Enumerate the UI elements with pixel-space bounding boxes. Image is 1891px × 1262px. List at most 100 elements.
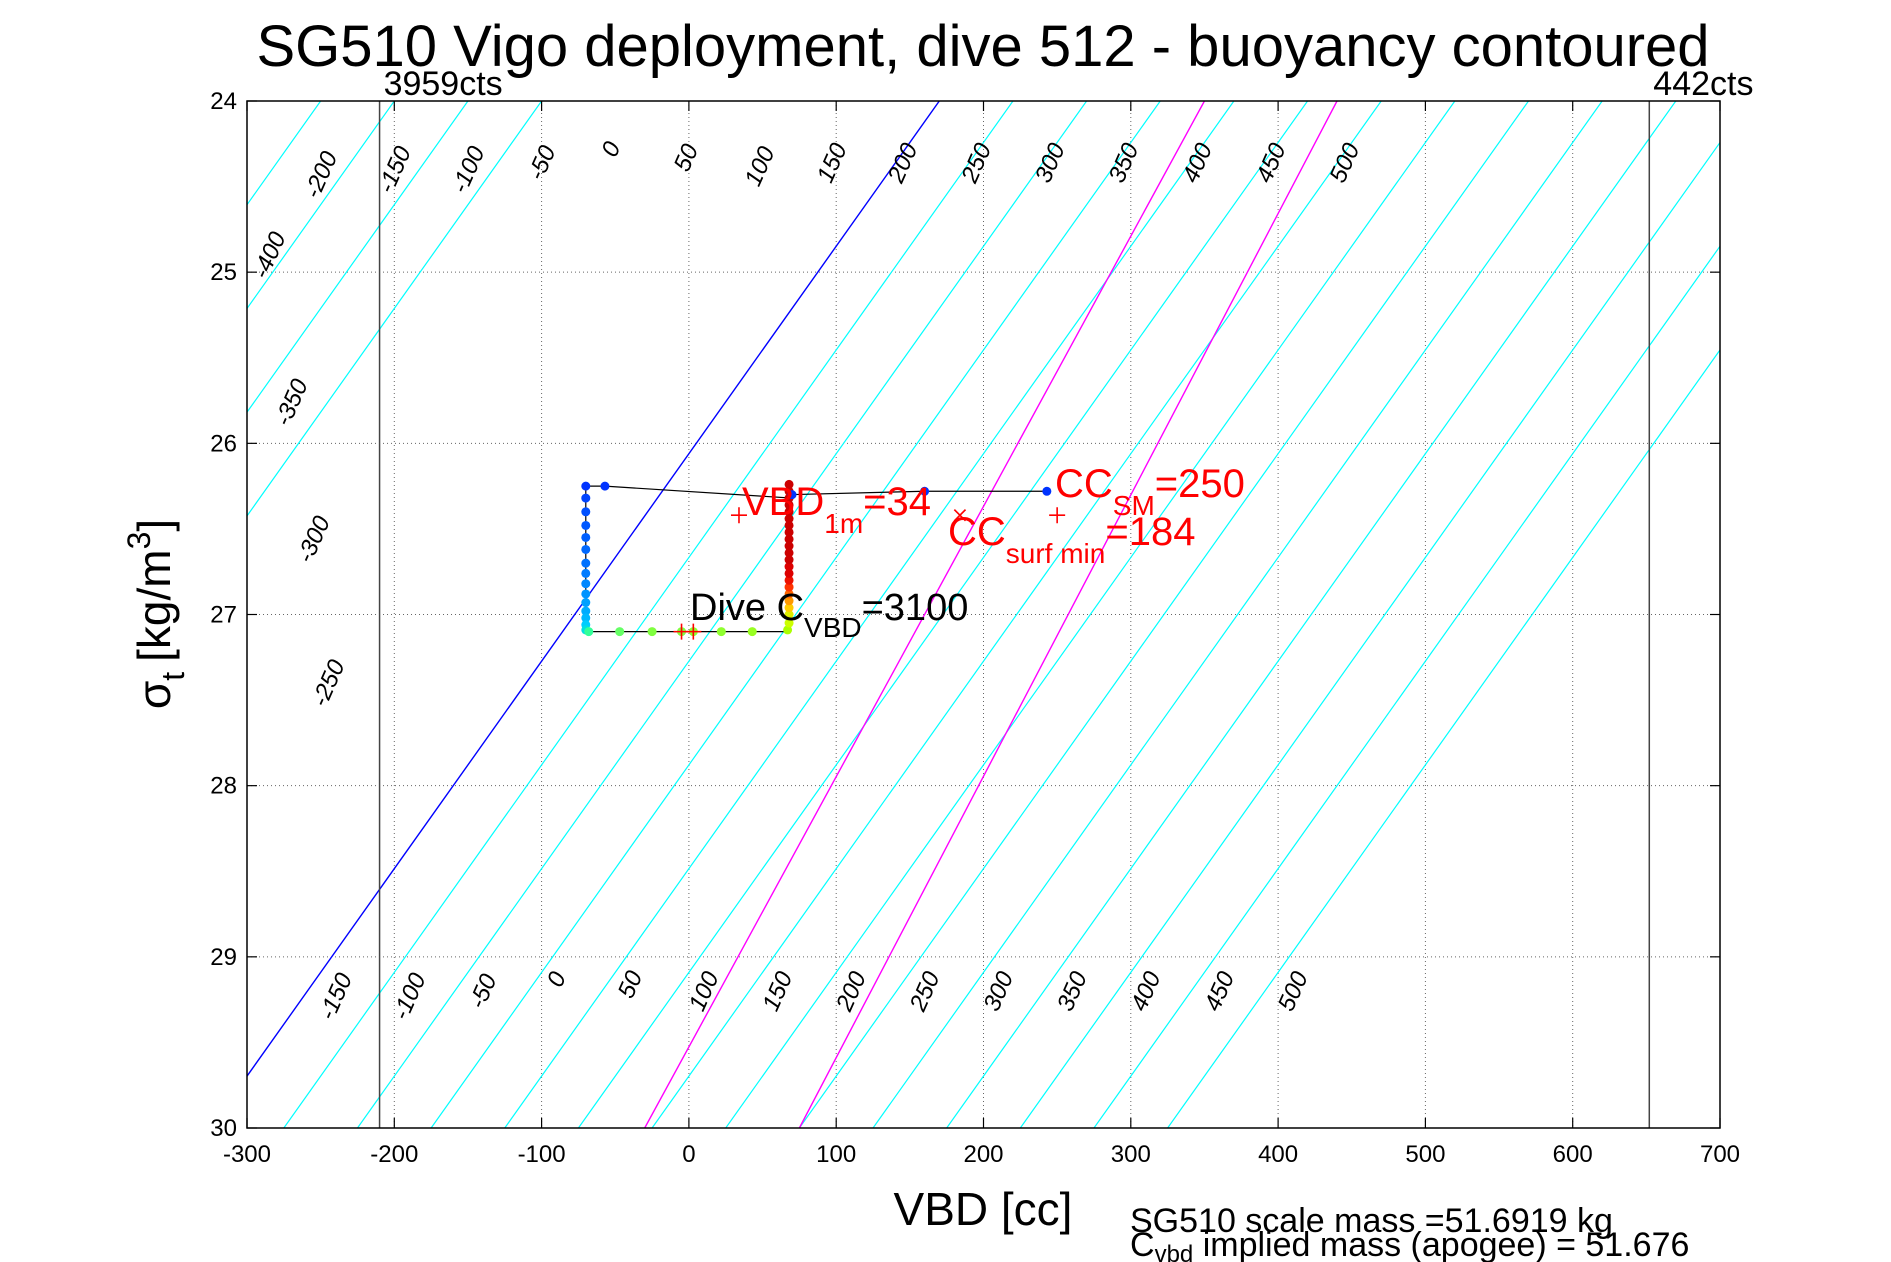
magenta-reference-line [798,101,1338,1128]
x-tick-label: 100 [816,1141,856,1168]
cc-sm-sub: SM [1113,490,1155,521]
profile-point [920,486,930,496]
profile-point [1042,486,1052,496]
dive-profile [581,479,1052,637]
contour-label: 250 [904,967,946,1016]
y-tick-label: 28 [210,773,237,800]
contour-line [247,101,395,310]
x-axis-label: VBD [cc] [894,1183,1073,1235]
profile-point [584,627,594,637]
profile-point [784,562,794,572]
profile-point [581,532,591,542]
profile-point [783,625,793,635]
contour-label: 100 [740,142,781,190]
markers [673,507,1066,640]
contour-label: 200 [831,967,873,1016]
profile-point [581,481,591,491]
contour-label: 0 [596,137,626,161]
contour-line [247,101,469,414]
profile-point [784,520,794,530]
contour-label: -100 [446,142,490,197]
contour-label: 400 [1177,139,1218,187]
vbd-1m-value: =34 [863,480,931,524]
cc-surf-min-annotation: CCsurf min=184 [948,510,1195,569]
profile-point [784,534,794,544]
cc-surf-min-value: =184 [1105,510,1195,554]
profile-point [784,479,794,489]
y-tick-label: 29 [210,944,237,971]
contour-line [504,101,1235,1128]
contour-line [283,101,1014,1128]
contour-line [946,101,1677,1128]
count-limit-lines: 3959cts 442cts [378,65,1753,1128]
profile-point [784,575,794,585]
profile-point [784,541,794,551]
grid [246,100,1721,1129]
contour-line [798,101,1529,1128]
cc-surf-min-main: CC [948,510,1006,554]
x-tick-label: 300 [1111,1141,1151,1168]
chart-title: SG510 Vigo deployment, dive 512 - buoyan… [256,14,1709,79]
cc-sm-main: CC [1055,462,1113,506]
x-tick-label: 600 [1553,1141,1593,1168]
cvbd-sub: vbd [1155,1241,1194,1262]
y-label-close: ] [128,519,180,532]
contour-line [247,101,940,1078]
contour-label: -300 [292,512,336,567]
dive-cvbd-sub: VBD [804,612,862,643]
dive-cvbd-value: =3100 [862,587,969,629]
vbd-1m-annotation: VBD1m=34 [742,480,931,539]
x-tick-label: -200 [370,1141,418,1168]
y-axis-label: σt [kg/m3] [121,519,191,709]
profile-point [581,598,591,608]
cvbd-main: C [1130,1226,1155,1262]
profile-point [581,589,591,599]
profile-point [787,490,797,500]
contour-label: 500 [1324,139,1365,187]
contour-line [0,101,26,1128]
contour-line [577,101,1309,1128]
profile-point [784,596,794,606]
reference-lines [644,101,1338,1128]
contour-label: -50 [523,141,562,184]
contour-label: 200 [882,139,924,188]
contour-line [1093,245,1720,1128]
profile-point [784,507,794,517]
y-label-unit: [kg/m [128,549,180,661]
scale-mass-text: SG510 scale mass =51.6919 kg [1130,1202,1613,1240]
y-label-sigma: σ [128,681,180,709]
magenta-reference-line [644,101,1206,1128]
profile-point [716,627,726,637]
profile-point [784,548,794,558]
plus-marker [730,507,747,524]
profile-point [784,500,794,510]
dive-cvbd-annotation: Dive CVBD=3100 [690,587,968,643]
x-tick-label: -300 [223,1141,271,1168]
x-tick-label: 700 [1700,1141,1740,1168]
buoyancy-contours [0,101,1720,1128]
contour-label: 150 [757,967,798,1015]
y-tick-label: 24 [210,88,237,115]
contour-line [356,101,1088,1128]
contour-label: 450 [1251,139,1292,187]
profile-point [581,558,591,568]
cvbd-implied-mass-text: Cvbd implied mass (apogee) = 51.676 [1130,1226,1689,1262]
vbd-1m-main: VBD [742,480,824,524]
count-limit-label: 442cts [1653,65,1753,103]
profile-point [784,514,794,524]
contour-label: 300 [978,967,1019,1015]
contour-label: 150 [812,139,853,187]
contour-line [430,101,1161,1128]
cc-surf-min-sub: surf min [1006,538,1106,569]
contour-label: -50 [464,970,503,1013]
contour-label: -150 [314,969,358,1024]
profile-point [784,618,794,628]
profile-point [784,527,794,537]
contour-label: 100 [684,967,725,1015]
contour-line [247,101,543,517]
profile-point [581,568,591,578]
y-tick-label: 25 [210,259,237,286]
y-tick-label: 27 [210,602,237,629]
x-tick-label: 200 [963,1141,1003,1168]
